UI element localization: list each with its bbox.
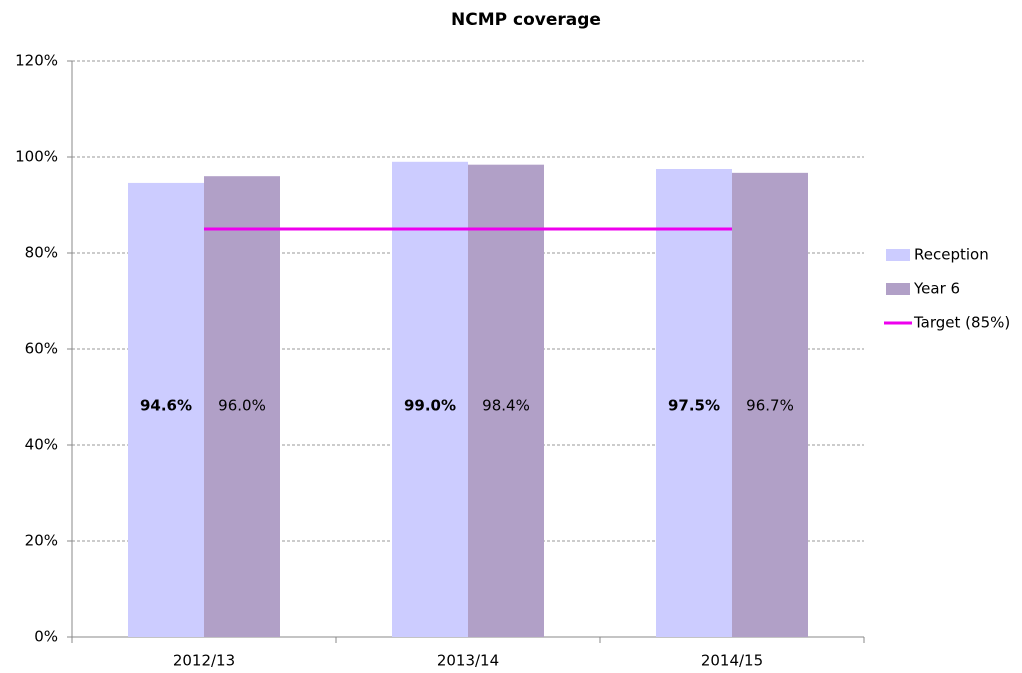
bar xyxy=(468,164,544,637)
data-label: 99.0% xyxy=(404,397,456,415)
data-label: 97.5% xyxy=(668,397,720,415)
y-tick-label: 0% xyxy=(34,628,58,646)
y-tick-label: 20% xyxy=(25,532,58,550)
data-label: 98.4% xyxy=(482,397,530,415)
bar xyxy=(128,182,204,638)
y-tick-label: 60% xyxy=(25,340,58,358)
bar xyxy=(656,169,732,637)
x-tick-label: 2014/15 xyxy=(701,652,763,670)
data-label: 96.0% xyxy=(218,397,266,415)
y-tick-label: 120% xyxy=(15,52,58,70)
y-tick-label: 100% xyxy=(15,148,58,166)
legend-label: Year 6 xyxy=(913,280,960,298)
y-tick-label: 40% xyxy=(25,436,58,454)
bar xyxy=(392,161,468,638)
legend-swatch xyxy=(886,283,910,295)
x-tick-label: 2012/13 xyxy=(173,652,235,670)
legend-label: Target (85%) xyxy=(913,314,1010,332)
legend-swatch xyxy=(886,249,910,261)
legend-label: Reception xyxy=(914,246,989,264)
chart-title: NCMP coverage xyxy=(451,10,601,30)
x-tick-label: 2013/14 xyxy=(437,652,499,670)
data-label: 94.6% xyxy=(140,397,192,415)
data-label: 96.7% xyxy=(746,397,794,415)
bar xyxy=(732,172,808,637)
y-tick-label: 80% xyxy=(25,244,58,262)
bar xyxy=(204,176,280,637)
